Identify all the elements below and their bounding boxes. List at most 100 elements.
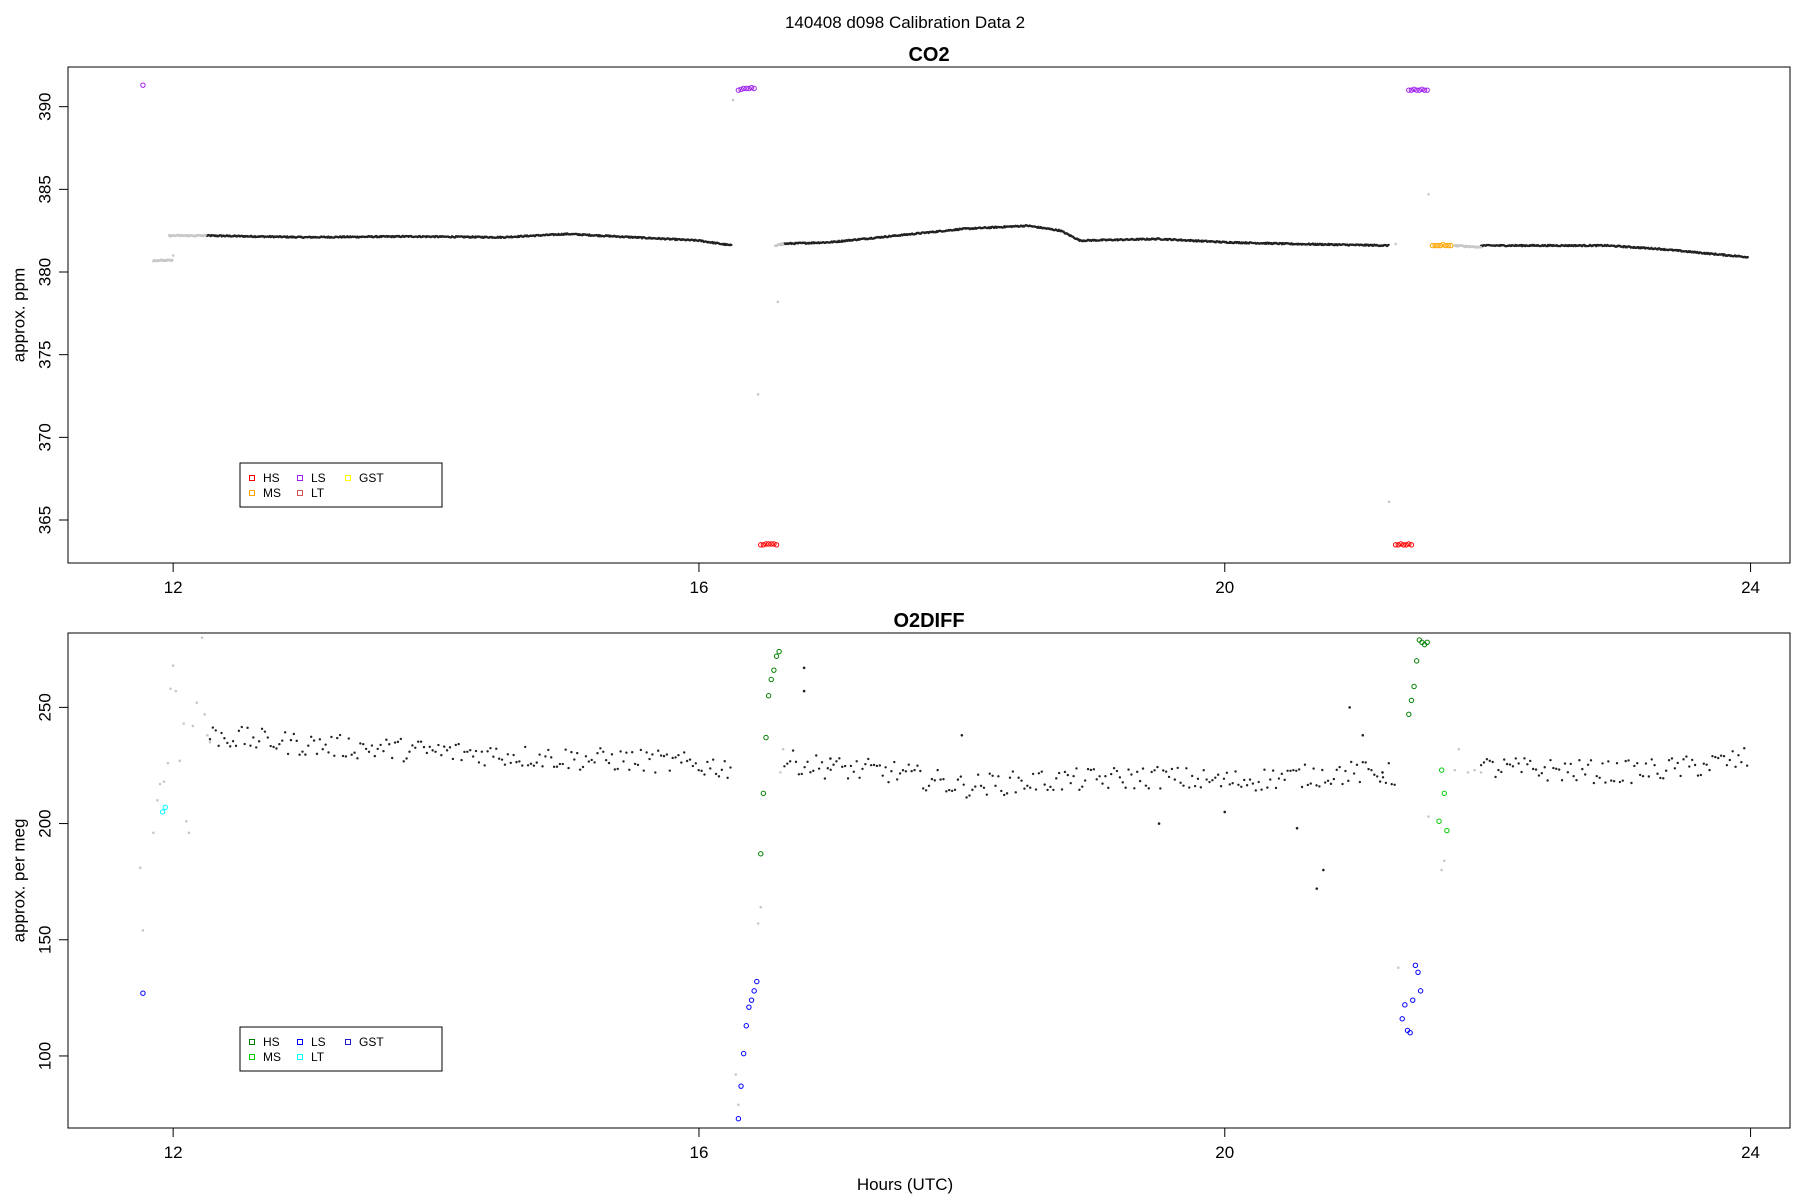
calibration-point-ms	[1445, 242, 1451, 249]
data-point	[1610, 779, 1613, 782]
legend-swatch	[249, 475, 255, 481]
data-point	[1078, 788, 1081, 791]
calibration-point-hs	[771, 667, 777, 673]
data-point	[437, 743, 440, 747]
data-point	[1023, 787, 1026, 790]
data-point	[1214, 776, 1217, 779]
data-point	[1179, 781, 1182, 784]
data-point	[1662, 777, 1665, 780]
data-point	[636, 763, 640, 767]
data-point	[220, 731, 223, 735]
calibration-point-ls	[1413, 87, 1420, 93]
data-point	[1540, 772, 1544, 775]
legend-swatch	[297, 1039, 303, 1045]
data-point	[1526, 763, 1529, 766]
data-point	[1537, 774, 1541, 777]
data-point	[1604, 781, 1607, 784]
data-point	[431, 749, 434, 752]
data-point	[1136, 770, 1139, 774]
data-point	[878, 764, 882, 767]
data-point	[1167, 775, 1171, 779]
data-point	[1260, 788, 1263, 791]
data-point	[237, 729, 241, 733]
data-point	[1185, 767, 1188, 770]
calibration-point-ms	[1441, 790, 1447, 797]
data-point	[1052, 788, 1055, 792]
data-point	[1321, 768, 1324, 772]
data-point	[720, 768, 724, 772]
calibration-point-ls	[743, 85, 749, 92]
data-point	[619, 750, 622, 753]
data-point	[668, 769, 671, 772]
data-point	[532, 764, 536, 767]
data-point	[1040, 770, 1043, 773]
legend-box	[239, 1026, 443, 1072]
data-point	[275, 747, 278, 750]
data-point	[971, 788, 974, 792]
excluded-point	[169, 687, 172, 691]
data-point	[976, 773, 980, 776]
data-point	[451, 757, 455, 761]
data-point	[1309, 782, 1312, 785]
data-point	[1020, 779, 1023, 782]
data-point	[1390, 782, 1393, 786]
calibration-point-hs	[1408, 542, 1415, 548]
excluded-point	[734, 1073, 738, 1076]
data-point	[301, 750, 304, 753]
excluded-point	[1473, 768, 1476, 772]
calibration-point-ms	[1448, 242, 1454, 249]
data-point	[1257, 780, 1260, 784]
excluded-point	[737, 1103, 740, 1107]
data-point	[483, 764, 486, 767]
data-point	[1563, 762, 1567, 765]
legend-box	[239, 462, 443, 508]
data-point	[497, 757, 501, 760]
data-point	[561, 762, 564, 766]
data-point	[665, 753, 669, 756]
data-point	[1107, 786, 1110, 790]
excluded-point	[1453, 768, 1457, 772]
data-point	[835, 760, 838, 763]
data-point	[788, 760, 792, 763]
calibration-point-hs	[768, 541, 774, 547]
data-point	[942, 777, 945, 781]
data-point	[1271, 769, 1275, 772]
data-point	[1696, 774, 1700, 777]
data-point	[872, 763, 876, 767]
data-point	[1266, 786, 1269, 789]
data-point	[422, 745, 426, 749]
data-point	[1011, 770, 1015, 773]
calibration-point-ls	[746, 85, 752, 92]
calibration-point-ls	[1421, 87, 1428, 93]
data-point	[800, 772, 803, 776]
data-point	[541, 765, 544, 768]
excluded-point	[759, 905, 763, 909]
data-point	[838, 757, 841, 760]
data-point	[578, 768, 582, 771]
calibration-point-ms	[1437, 242, 1444, 249]
data-point	[1737, 754, 1740, 757]
data-point	[674, 756, 677, 759]
data-point	[820, 761, 824, 764]
data-point	[1173, 778, 1177, 781]
calibration-point-ms	[1432, 242, 1438, 249]
calibration-point-hs	[760, 790, 767, 797]
data-point	[1364, 761, 1367, 764]
data-point	[1636, 762, 1639, 765]
data-point	[1066, 773, 1070, 777]
data-point	[633, 762, 637, 766]
calibration-point-hs	[765, 541, 772, 547]
data-point	[495, 747, 498, 750]
data-point	[584, 755, 588, 758]
data-point	[1225, 771, 1229, 774]
data-point	[979, 784, 983, 788]
data-point	[1584, 773, 1587, 776]
calibration-point-ls	[1419, 86, 1425, 93]
data-point	[552, 765, 556, 769]
legend-label: GST	[359, 471, 384, 485]
data-point	[428, 745, 431, 749]
calibration-point-ms	[1440, 242, 1446, 248]
data-point	[1503, 758, 1506, 761]
data-point	[1511, 765, 1515, 768]
data-point	[645, 751, 648, 754]
